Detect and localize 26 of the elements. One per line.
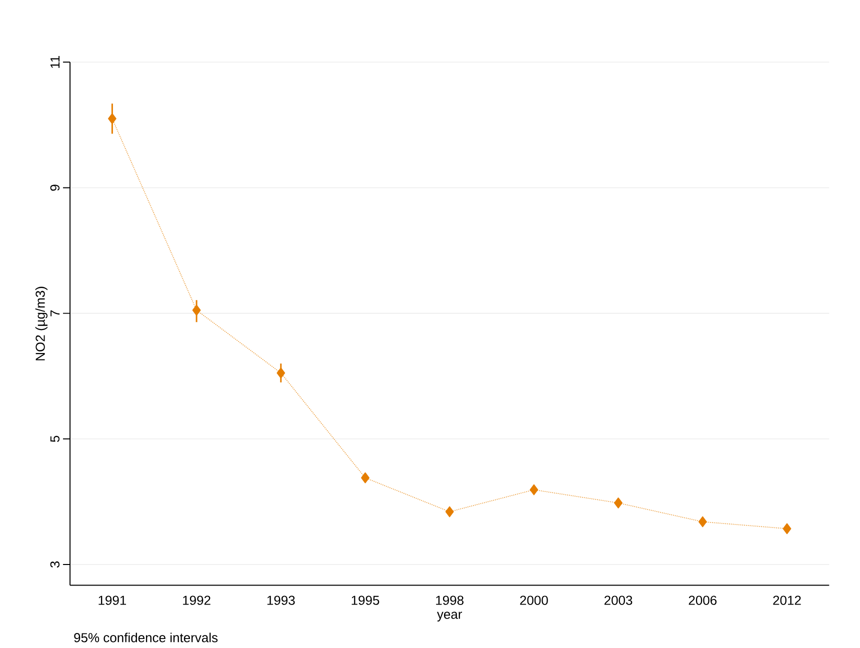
x-tick-label: 2000 — [520, 596, 548, 605]
point — [276, 368, 286, 378]
x-tick-label: 2012 — [773, 596, 801, 605]
point — [698, 516, 707, 528]
x-tick-label: 1993 — [267, 596, 295, 605]
point — [782, 523, 792, 534]
y-tick-label: 9 — [50, 184, 60, 191]
x-axis-title: year — [436, 612, 462, 622]
x-tick-label: 1992 — [183, 596, 210, 605]
x-tick-label: 2006 — [688, 596, 717, 605]
x-tick-label: 1998 — [436, 596, 464, 605]
y-tick-label: 7 — [50, 310, 60, 316]
point — [614, 497, 622, 508]
point — [530, 484, 538, 496]
point — [108, 113, 116, 124]
x-tick-label: 1991 — [98, 596, 126, 605]
text: 95% confidence intervals — [74, 632, 218, 642]
point — [445, 506, 454, 518]
point — [361, 472, 370, 484]
y-tick-label: 3 — [50, 561, 60, 568]
y-axis-title: NO2 (µg/m3) — [35, 286, 48, 360]
y-tick-label: 11 — [50, 56, 60, 68]
x-tick-label: 1995 — [352, 596, 380, 605]
point — [192, 304, 201, 316]
y-tick-label: 5 — [50, 436, 60, 442]
x-tick-label: 2003 — [604, 596, 632, 605]
